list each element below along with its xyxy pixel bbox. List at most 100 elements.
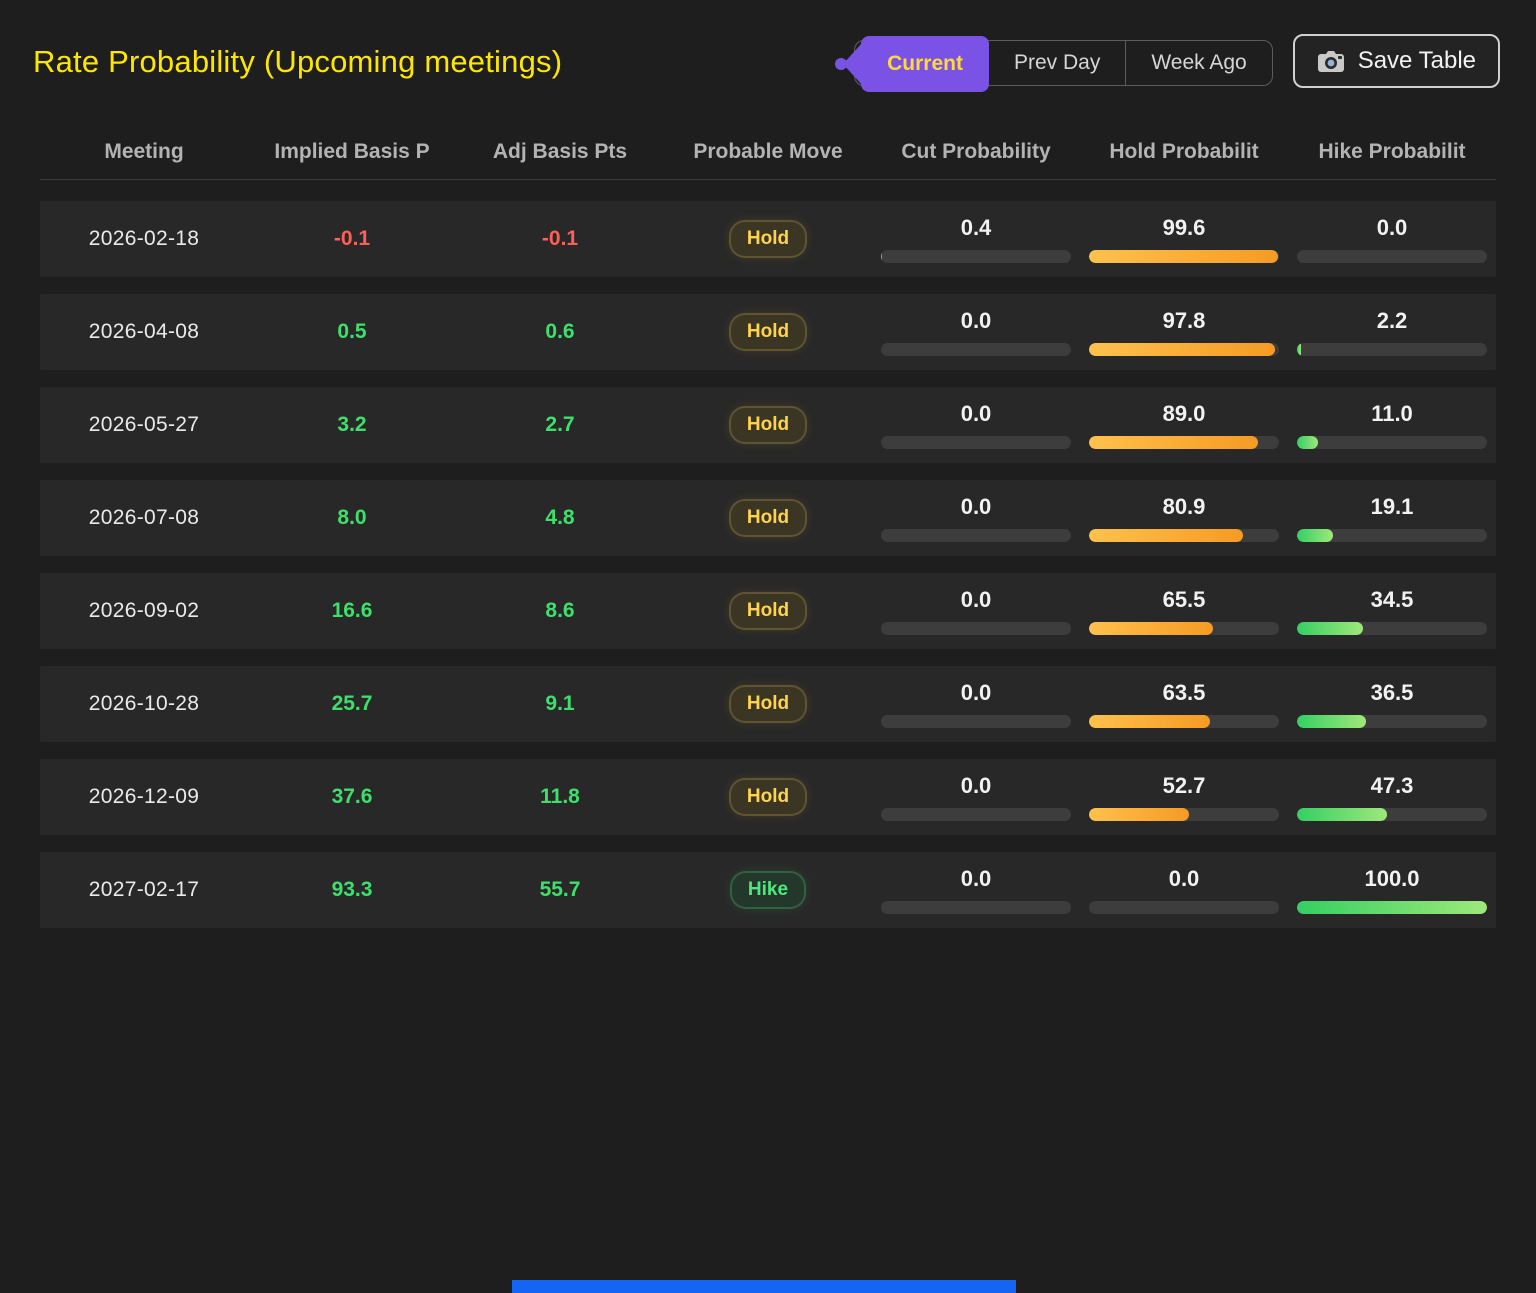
hold-probability-bar-track bbox=[1089, 529, 1279, 542]
cut-probability-bar-track bbox=[881, 901, 1071, 914]
meeting-date: 2027-02-17 bbox=[88, 878, 200, 901]
hold-probability-bar-fill bbox=[1089, 343, 1275, 356]
hold-probability-bar-track bbox=[1089, 250, 1279, 263]
meeting-date: 2026-07-08 bbox=[88, 506, 200, 529]
adj-basis-pts-value: 11.8 bbox=[540, 785, 580, 808]
hike-probability-bar-fill bbox=[1297, 901, 1487, 914]
column-header-meeting: Meeting bbox=[104, 140, 184, 163]
hike-probability-bar-fill bbox=[1297, 715, 1367, 728]
adj-basis-pts-value: 8.6 bbox=[545, 599, 575, 622]
probable-move-badge: Hold bbox=[730, 222, 806, 256]
tab-week-ago[interactable]: Week Ago bbox=[1125, 41, 1271, 85]
table-body: 2026-02-18 -0.1 -0.1 Hold 0.4 99.6 0.0 2… bbox=[40, 201, 1496, 928]
implied-basis-pts-value: 16.6 bbox=[331, 599, 373, 622]
tab-current[interactable]: Current bbox=[861, 36, 989, 92]
implied-basis-pts-value: 0.5 bbox=[337, 320, 367, 343]
cut-probability-value: 0.0 bbox=[960, 308, 992, 333]
timeframe-tab-group: Current Prev Day Week Ago bbox=[854, 36, 1273, 92]
hike-probability-value: 2.2 bbox=[1376, 308, 1408, 333]
table-header: Meeting Implied Basis P Adj Basis Pts Pr… bbox=[40, 140, 1496, 180]
hike-probability-bar-track bbox=[1297, 343, 1487, 356]
probable-move-badge: Hold bbox=[730, 687, 806, 721]
save-table-button[interactable]: Save Table bbox=[1292, 34, 1500, 88]
cut-probability-value: 0.0 bbox=[960, 773, 992, 798]
hold-probability-bar-fill bbox=[1089, 436, 1259, 449]
cut-probability-value: 0.0 bbox=[960, 866, 992, 891]
column-header-adj-basis: Adj Basis Pts bbox=[492, 140, 628, 163]
meeting-date: 2026-02-18 bbox=[88, 227, 200, 250]
table-row: 2026-09-02 16.6 8.6 Hold 0.0 65.5 34.5 bbox=[40, 573, 1496, 649]
tab-current-label: Current bbox=[887, 52, 963, 75]
hike-probability-value: 100.0 bbox=[1364, 866, 1420, 891]
implied-basis-pts-value: 37.6 bbox=[331, 785, 373, 808]
probable-move-cell: Hold bbox=[664, 408, 872, 442]
table-row: 2026-02-18 -0.1 -0.1 Hold 0.4 99.6 0.0 bbox=[40, 201, 1496, 277]
hold-probability-value: 52.7 bbox=[1162, 773, 1206, 798]
column-header-implied-basis: Implied Basis P bbox=[274, 140, 430, 163]
probable-move-cell: Hold bbox=[664, 315, 872, 349]
hold-probability-cell: 52.7 bbox=[1080, 773, 1288, 821]
cut-probability-bar-track bbox=[881, 808, 1071, 821]
hold-probability-value: 97.8 bbox=[1162, 308, 1206, 333]
adj-basis-pts-value: 0.6 bbox=[545, 320, 575, 343]
cut-probability-bar-track bbox=[881, 529, 1071, 542]
bottom-blue-strip bbox=[512, 1280, 1016, 1293]
hold-probability-cell: 89.0 bbox=[1080, 401, 1288, 449]
adj-basis-pts-value: 9.1 bbox=[545, 692, 575, 715]
hold-probability-bar-fill bbox=[1089, 715, 1210, 728]
table-row: 2026-05-27 3.2 2.7 Hold 0.0 89.0 11.0 bbox=[40, 387, 1496, 463]
column-header-hike-probability: Hike Probabilit bbox=[1318, 140, 1466, 163]
column-header-probable-move: Probable Move bbox=[693, 140, 843, 163]
hold-probability-bar-track bbox=[1089, 715, 1279, 728]
hold-probability-cell: 63.5 bbox=[1080, 680, 1288, 728]
tab-week-ago-label: Week Ago bbox=[1151, 51, 1247, 74]
hike-probability-bar-fill bbox=[1297, 808, 1387, 821]
hike-probability-bar-track bbox=[1297, 808, 1487, 821]
cut-probability-cell: 0.0 bbox=[872, 587, 1080, 635]
tab-prev-day[interactable]: Prev Day bbox=[989, 41, 1125, 85]
hike-probability-value: 34.5 bbox=[1370, 587, 1414, 612]
hold-probability-value: 0.0 bbox=[1168, 866, 1200, 891]
rate-probability-table: Meeting Implied Basis P Adj Basis Pts Pr… bbox=[40, 140, 1496, 928]
meeting-date: 2026-09-02 bbox=[88, 599, 200, 622]
adj-basis-pts-value: 55.7 bbox=[539, 878, 581, 901]
meeting-date: 2026-10-28 bbox=[88, 692, 200, 715]
hike-probability-bar-track bbox=[1297, 715, 1487, 728]
adj-basis-pts-value: -0.1 bbox=[541, 227, 579, 250]
probable-move-badge: Hold bbox=[730, 315, 806, 349]
cut-probability-bar-track bbox=[881, 343, 1071, 356]
hike-probability-bar-fill bbox=[1297, 436, 1318, 449]
meeting-date: 2026-04-08 bbox=[88, 320, 200, 343]
hike-probability-value: 0.0 bbox=[1376, 215, 1408, 240]
hike-probability-value: 19.1 bbox=[1370, 494, 1414, 519]
cut-probability-cell: 0.0 bbox=[872, 680, 1080, 728]
hold-probability-bar-track bbox=[1089, 901, 1279, 914]
hold-probability-value: 80.9 bbox=[1162, 494, 1206, 519]
table-row: 2027-02-17 93.3 55.7 Hike 0.0 0.0 100.0 bbox=[40, 852, 1496, 928]
hold-probability-cell: 99.6 bbox=[1080, 215, 1288, 263]
adj-basis-pts-value: 2.7 bbox=[545, 413, 575, 436]
hold-probability-value: 63.5 bbox=[1162, 680, 1206, 705]
cut-probability-value: 0.4 bbox=[960, 215, 992, 240]
hold-probability-bar-track bbox=[1089, 436, 1279, 449]
table-row: 2026-07-08 8.0 4.8 Hold 0.0 80.9 19.1 bbox=[40, 480, 1496, 556]
cut-probability-bar-track bbox=[881, 436, 1071, 449]
hike-probability-bar-fill bbox=[1297, 622, 1363, 635]
hold-probability-value: 65.5 bbox=[1162, 587, 1206, 612]
hold-probability-cell: 80.9 bbox=[1080, 494, 1288, 542]
cut-probability-bar-track bbox=[881, 715, 1071, 728]
hike-probability-value: 47.3 bbox=[1370, 773, 1414, 798]
hold-probability-bar-fill bbox=[1089, 622, 1214, 635]
implied-basis-pts-value: 25.7 bbox=[331, 692, 373, 715]
column-header-cut-probability: Cut Probability bbox=[901, 140, 1051, 163]
hold-probability-bar-fill bbox=[1089, 529, 1243, 542]
hold-probability-cell: 0.0 bbox=[1080, 866, 1288, 914]
table-row: 2026-10-28 25.7 9.1 Hold 0.0 63.5 36.5 bbox=[40, 666, 1496, 742]
cut-probability-cell: 0.0 bbox=[872, 308, 1080, 356]
hold-probability-bar-fill bbox=[1089, 250, 1279, 263]
cut-probability-cell: 0.0 bbox=[872, 494, 1080, 542]
hike-probability-value: 11.0 bbox=[1371, 401, 1413, 426]
hike-probability-value: 36.5 bbox=[1370, 680, 1414, 705]
hike-probability-cell: 11.0 bbox=[1288, 401, 1496, 449]
hike-probability-cell: 19.1 bbox=[1288, 494, 1496, 542]
